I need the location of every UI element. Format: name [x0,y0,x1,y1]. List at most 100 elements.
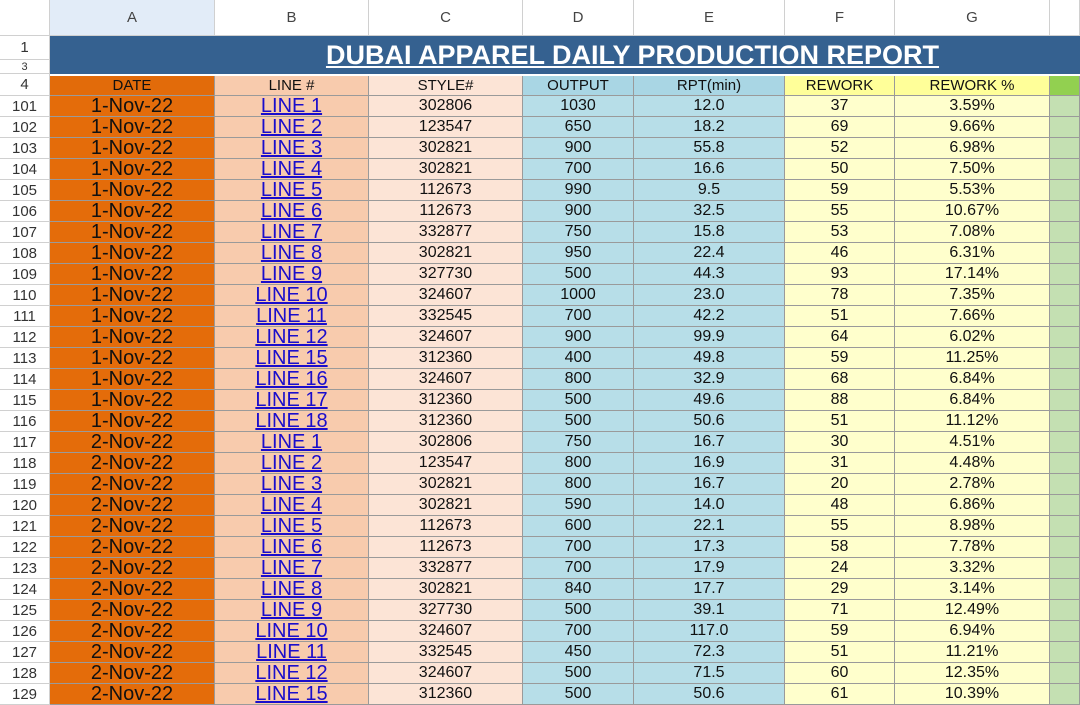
line-link[interactable]: LINE 11 [256,642,327,663]
line-link[interactable]: LINE 11 [256,306,327,327]
line-link[interactable]: LINE 1 [260,96,323,117]
line-link[interactable]: LINE 8 [260,243,323,264]
row-number: 108 [0,243,50,264]
line-link[interactable]: LINE 10 [255,621,328,642]
style: 312360 [369,390,523,411]
column-header: F [785,0,895,36]
rework-pct: 7.66% [895,306,1050,327]
date: 2-Nov-22 [50,579,215,600]
line-cell: LINE 6 [215,201,369,222]
rework-pct: 6.02% [895,327,1050,348]
line-link[interactable]: LINE 6 [260,537,323,558]
row-number: 102 [0,117,50,138]
line-link[interactable]: LINE 1 [260,432,323,453]
column-label: RPT(min) [634,76,785,96]
row-number: 118 [0,453,50,474]
line-link[interactable]: LINE 2 [260,117,323,138]
line-link[interactable]: LINE 5 [260,516,323,537]
rework: 53 [785,222,895,243]
rework-pct: 7.35% [895,285,1050,306]
column-header: A [50,0,215,36]
date: 1-Nov-22 [50,348,215,369]
date: 1-Nov-22 [50,180,215,201]
line-link[interactable]: LINE 15 [255,348,328,369]
title-band [50,36,1080,74]
rpt: 39.1 [634,600,785,621]
rework: 64 [785,327,895,348]
date: 2-Nov-22 [50,495,215,516]
rework: 59 [785,180,895,201]
line-link[interactable]: LINE 18 [255,411,328,432]
line-link[interactable]: LINE 12 [255,327,328,348]
empty-cell [1050,516,1080,537]
line-cell: LINE 11 [215,642,369,663]
rework-pct: 12.49% [895,600,1050,621]
rework-pct: 6.98% [895,138,1050,159]
line-link[interactable]: LINE 17 [255,390,328,411]
line-link[interactable]: LINE 16 [255,369,328,390]
empty-cell [1050,579,1080,600]
rework: 61 [785,684,895,705]
style: 112673 [369,516,523,537]
output: 700 [523,159,634,180]
row-number: 116 [0,411,50,432]
rpt: 18.2 [634,117,785,138]
rework-pct: 5.53% [895,180,1050,201]
column-label: OUTPUT [523,76,634,96]
line-link[interactable]: LINE 9 [260,600,323,621]
rework: 55 [785,201,895,222]
rpt: 16.9 [634,453,785,474]
column-header [1050,0,1080,36]
line-link[interactable]: LINE 5 [260,180,323,201]
line-link[interactable]: LINE 3 [260,474,323,495]
line-link[interactable]: LINE 7 [260,558,323,579]
rpt: 14.0 [634,495,785,516]
rpt: 117.0 [634,621,785,642]
empty-cell [1050,600,1080,621]
style: 324607 [369,621,523,642]
line-link[interactable]: LINE 2 [260,453,323,474]
column-label [1050,76,1080,96]
date: 2-Nov-22 [50,474,215,495]
empty-cell [1050,327,1080,348]
line-cell: LINE 8 [215,579,369,600]
line-cell: LINE 17 [215,390,369,411]
line-link[interactable]: LINE 4 [260,159,323,180]
line-link[interactable]: LINE 4 [260,495,323,516]
style: 327730 [369,600,523,621]
rpt: 32.5 [634,201,785,222]
line-cell: LINE 10 [215,621,369,642]
output: 750 [523,432,634,453]
line-link[interactable]: LINE 3 [260,138,323,159]
line-cell: LINE 10 [215,285,369,306]
output: 500 [523,684,634,705]
line-link[interactable]: LINE 7 [260,222,323,243]
empty-cell [1050,390,1080,411]
rpt: 99.9 [634,327,785,348]
rework-pct: 7.50% [895,159,1050,180]
style: 332877 [369,222,523,243]
rework: 52 [785,138,895,159]
line-cell: LINE 7 [215,558,369,579]
style: 112673 [369,537,523,558]
rework: 68 [785,369,895,390]
style: 332877 [369,558,523,579]
column-header: E [634,0,785,36]
rework-pct: 7.78% [895,537,1050,558]
output: 650 [523,117,634,138]
line-link[interactable]: LINE 12 [255,663,328,684]
rework-pct: 4.51% [895,432,1050,453]
row-number: 125 [0,600,50,621]
rpt: 49.8 [634,348,785,369]
row-number: 107 [0,222,50,243]
line-link[interactable]: LINE 6 [260,201,323,222]
rpt: 15.8 [634,222,785,243]
line-link[interactable]: LINE 8 [260,579,323,600]
style: 302821 [369,579,523,600]
line-link[interactable]: LINE 9 [260,264,323,285]
rpt: 16.6 [634,159,785,180]
line-link[interactable]: LINE 15 [255,684,328,705]
line-link[interactable]: LINE 10 [255,285,328,306]
rework: 59 [785,621,895,642]
row-number: 121 [0,516,50,537]
